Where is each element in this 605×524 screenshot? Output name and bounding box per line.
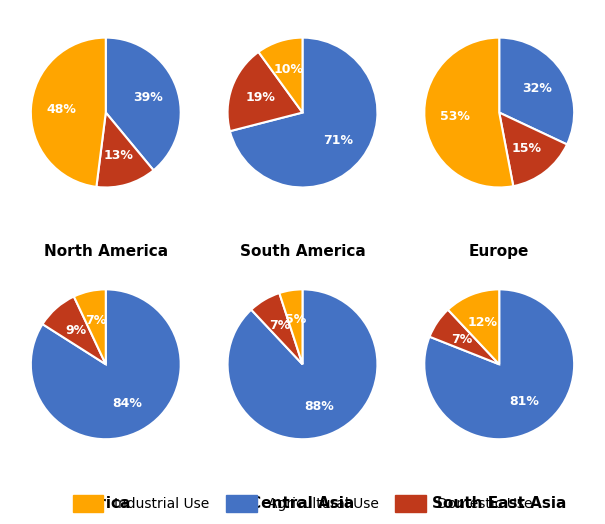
Text: 13%: 13% xyxy=(103,149,133,162)
Title: Africa: Africa xyxy=(80,496,131,511)
Wedge shape xyxy=(227,52,302,131)
Title: South America: South America xyxy=(240,245,365,259)
Wedge shape xyxy=(499,113,567,186)
Wedge shape xyxy=(227,289,378,439)
Legend: Industrial Use, Agricultural Use, Domestic Use: Industrial Use, Agricultural Use, Domest… xyxy=(67,490,538,517)
Wedge shape xyxy=(230,38,378,188)
Text: 7%: 7% xyxy=(451,333,473,345)
Title: North America: North America xyxy=(44,245,168,259)
Text: 32%: 32% xyxy=(522,82,552,95)
Title: Central Asia: Central Asia xyxy=(250,496,355,511)
Text: 7%: 7% xyxy=(85,314,106,327)
Text: 12%: 12% xyxy=(468,316,498,329)
Text: 88%: 88% xyxy=(304,400,334,412)
Wedge shape xyxy=(31,38,106,187)
Text: 5%: 5% xyxy=(285,313,306,326)
Wedge shape xyxy=(424,38,513,188)
Wedge shape xyxy=(96,113,154,188)
Wedge shape xyxy=(448,289,499,364)
Wedge shape xyxy=(430,310,499,364)
Wedge shape xyxy=(74,289,106,364)
Wedge shape xyxy=(42,297,106,364)
Wedge shape xyxy=(31,289,181,439)
Wedge shape xyxy=(280,289,302,364)
Wedge shape xyxy=(424,289,574,439)
Wedge shape xyxy=(258,38,302,113)
Text: 81%: 81% xyxy=(509,395,540,408)
Wedge shape xyxy=(499,38,574,145)
Text: 84%: 84% xyxy=(113,397,142,410)
Text: 7%: 7% xyxy=(269,319,290,332)
Wedge shape xyxy=(251,293,302,364)
Title: South East Asia: South East Asia xyxy=(432,496,566,511)
Wedge shape xyxy=(106,38,181,170)
Text: 53%: 53% xyxy=(439,110,469,123)
Text: 19%: 19% xyxy=(245,91,275,104)
Text: 48%: 48% xyxy=(46,103,76,116)
Text: 71%: 71% xyxy=(323,134,353,147)
Text: 10%: 10% xyxy=(273,63,304,77)
Text: 9%: 9% xyxy=(65,324,87,337)
Title: Europe: Europe xyxy=(469,245,529,259)
Text: 39%: 39% xyxy=(133,91,163,104)
Text: 15%: 15% xyxy=(512,141,542,155)
